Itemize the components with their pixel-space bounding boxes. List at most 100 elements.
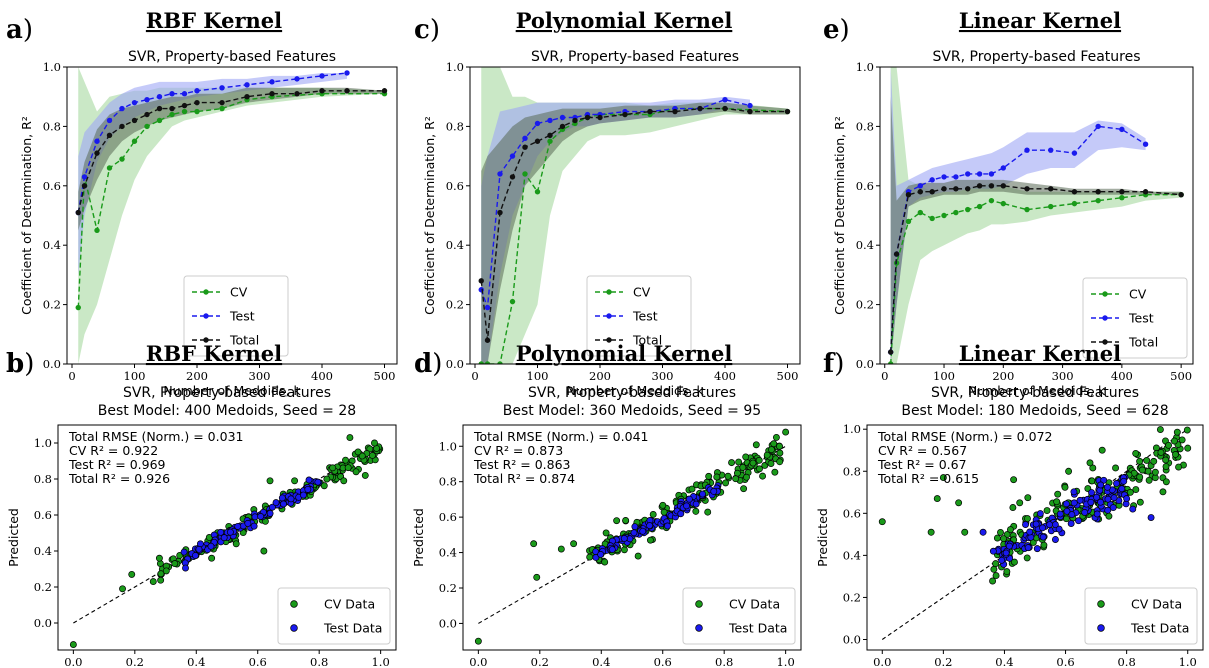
point-cv xyxy=(1112,464,1120,472)
point-total xyxy=(219,99,225,106)
point-cv xyxy=(1150,457,1158,465)
point-test xyxy=(1129,505,1137,513)
point-cv xyxy=(713,473,721,481)
point-cv xyxy=(988,197,995,204)
point-cv xyxy=(342,456,349,464)
point-cv xyxy=(992,560,1000,568)
legend-marker-cv xyxy=(290,600,298,608)
point-cv xyxy=(1098,446,1106,454)
panel-letter: c) xyxy=(414,15,440,45)
point-cv xyxy=(361,471,369,479)
point-test xyxy=(692,500,700,508)
point-test xyxy=(226,528,234,536)
point-test xyxy=(1076,496,1084,504)
point-test xyxy=(1097,481,1105,489)
stat-annotation: CV R² = 0.873 xyxy=(474,443,563,458)
point-test xyxy=(344,70,350,76)
point-test xyxy=(1033,545,1041,553)
axes-frame xyxy=(879,66,1194,365)
point-cv xyxy=(530,540,538,548)
panel-letter-paren: ) xyxy=(834,349,844,379)
point-test xyxy=(1081,509,1089,516)
band-test xyxy=(890,67,1146,364)
panel-d: d) Polynomial Kernel SVR, Property-based F… xyxy=(411,341,802,668)
point-test xyxy=(509,153,516,159)
point-cv xyxy=(1024,206,1030,213)
point-test xyxy=(1067,520,1075,527)
panel-subtitle: SVR, Property-based Features xyxy=(531,49,739,65)
axes-frame xyxy=(57,424,397,651)
y-axis-label: Coefficient of Determination, R² xyxy=(19,116,34,315)
point-total xyxy=(547,132,553,139)
x-tick-label: 400 xyxy=(714,369,736,383)
point-test xyxy=(280,500,287,508)
point-cv xyxy=(772,433,780,441)
point-total xyxy=(887,349,894,355)
x-tick-label: 0.0 xyxy=(469,655,487,668)
x-tick-label: 200 xyxy=(992,369,1014,383)
point-test xyxy=(1075,517,1082,525)
point-test xyxy=(1087,498,1095,506)
point-cv xyxy=(119,585,126,593)
x-tick-label: 100 xyxy=(527,369,549,383)
point-cv xyxy=(586,553,594,561)
point-cv xyxy=(1000,200,1007,207)
point-test xyxy=(1071,150,1078,156)
point-test xyxy=(1026,528,1034,536)
legend-marker-test xyxy=(203,313,209,319)
point-test xyxy=(244,82,250,88)
point-cv xyxy=(534,189,541,195)
point-cv xyxy=(1157,449,1165,456)
band-total xyxy=(481,102,788,364)
plot-area xyxy=(69,434,384,649)
point-test xyxy=(989,547,997,555)
panel-letter-char: d xyxy=(414,349,432,379)
x-tick-label: 0 xyxy=(881,369,888,383)
legend-label-test: Test xyxy=(229,309,255,324)
point-cv xyxy=(157,576,165,584)
legend-marker-total xyxy=(1102,339,1108,345)
point-total xyxy=(194,99,200,106)
legend-marker-cv xyxy=(1102,291,1108,297)
point-total xyxy=(622,111,628,118)
point-test xyxy=(597,551,605,558)
point-cv xyxy=(260,547,268,555)
point-cv xyxy=(155,554,163,562)
point-test xyxy=(1093,510,1101,518)
point-cv xyxy=(1000,535,1007,543)
panel-subtitle: SVR, Property-based Features xyxy=(528,385,736,401)
point-cv xyxy=(194,108,200,115)
point-cv xyxy=(1136,457,1144,465)
point-cv xyxy=(976,203,983,210)
point-cv xyxy=(941,212,947,219)
point-cv xyxy=(613,517,621,525)
y-tick-label: 0.8 xyxy=(446,119,464,133)
point-test xyxy=(207,542,215,550)
x-tick-label: 0.6 xyxy=(249,655,267,668)
y-tick-label: 0.4 xyxy=(43,238,61,252)
point-cv xyxy=(557,545,565,553)
panel-heading: RBF Kernel xyxy=(146,341,282,366)
point-test xyxy=(1036,510,1044,517)
point-test xyxy=(941,174,947,180)
point-cv xyxy=(620,546,628,554)
y-tick-label: 0.6 xyxy=(439,510,457,524)
stat-annotation: Total R² = 0.615 xyxy=(877,471,979,486)
point-cv xyxy=(740,485,748,493)
point-cv xyxy=(965,206,971,213)
x-tick-label: 300 xyxy=(1052,369,1074,383)
point-cv xyxy=(743,473,750,481)
legend-marker-test xyxy=(290,624,298,632)
point-cv xyxy=(352,468,360,476)
point-test xyxy=(626,535,634,543)
legend-label-cv: CV Data xyxy=(729,597,780,612)
point-test xyxy=(1104,506,1112,514)
point-cv xyxy=(1011,558,1018,566)
point-cv xyxy=(759,472,767,480)
point-test xyxy=(182,564,189,572)
x-tick-label: 100 xyxy=(933,369,955,383)
point-cv xyxy=(497,361,503,364)
point-cv xyxy=(933,495,941,503)
point-cv xyxy=(1105,512,1113,520)
